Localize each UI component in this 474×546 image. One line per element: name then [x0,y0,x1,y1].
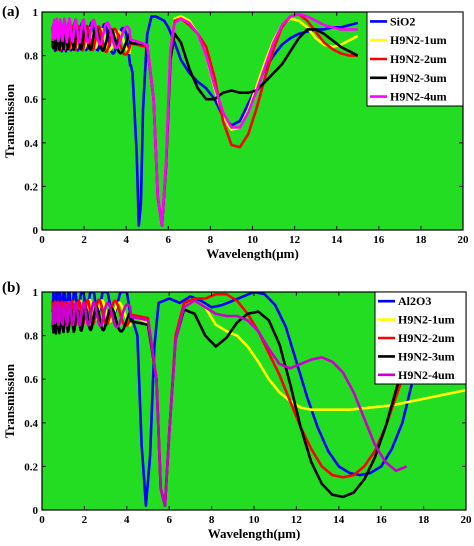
x-tick-label: 14 [333,514,345,526]
x-tick-label: 16 [373,234,385,246]
x-tick-label: 0 [39,514,45,526]
series-line-h9n2-1um [52,298,466,507]
x-tick-label: 12 [289,234,301,246]
x-tick-label: 4 [123,234,129,246]
y-tick-label: 1 [33,7,39,19]
series-line-h9n2-2um [51,292,436,507]
chart-panel-b: 0 2 4 6 8 10 12 14 16 18 20 0 0.2 0.4 0.6 0.8 1 Wavelengt… [2,280,472,541]
legend-entry: SiO2 [390,14,415,28]
y-axis-label: Transmission [2,363,17,438]
x-axis-label: Wavelength(μm) [208,526,301,541]
series-line-h9n2-3um [51,298,425,507]
series-line-h9n2-3um [51,25,359,227]
legend: Al2O3 H9N2-1um H9N2-2um H9N2-3um H9N2-4um [374,291,467,385]
x-tick-label: 6 [166,514,172,526]
x-tick-label: 8 [208,234,214,246]
x-tick-label: 4 [124,514,130,526]
legend-entry: H9N2-4um [398,368,455,382]
x-axis-label: Wavelength(μm) [206,246,299,261]
chart-panel-a: 0 2 4 6 8 10 12 14 16 18 20 0 0.2 0.4 0.6 0.8 1 Wavelengt… [2,4,469,261]
legend-entry: Al2O3 [398,294,431,308]
series-group [51,12,359,227]
series-line-h9n2-4um [51,299,408,507]
legend-entry: H9N2-2um [390,52,447,66]
series-line-h9n2-2um [51,12,359,227]
x-tick-label: 12 [291,514,303,526]
legend-entry: H9N2-1um [390,33,447,47]
x-tick-label: 6 [166,234,172,246]
panel-label: (b) [2,280,20,296]
y-tick-label: 0.2 [24,461,38,473]
y-tick-label: 0.8 [24,331,38,343]
x-tick-label: 10 [247,234,259,246]
series-line-h9n2-4um [51,12,359,227]
y-tick-label: 0.4 [24,418,38,430]
y-tick-label: 0.6 [24,94,38,106]
y-tick-label: 0.2 [24,181,38,193]
x-tick-label: 20 [458,234,470,246]
legend-entry: H9N2-3um [398,349,455,363]
y-tick-label: 0.6 [24,374,38,386]
y-tick-label: 0.4 [24,138,38,150]
y-axis-label: Transmission [2,83,17,158]
panel-label: (a) [2,4,20,20]
series-group [51,292,466,507]
legend-entry: H9N2-1um [398,313,455,327]
y-tick-label: 0 [33,505,39,517]
legend-entry: H9N2-2um [398,331,455,345]
y-tick-label: 0 [33,225,39,237]
x-tick-label: 8 [209,514,215,526]
x-tick-label: 16 [376,514,388,526]
x-tick-label: 2 [82,514,88,526]
y-tick-label: 1 [33,287,39,299]
legend: SiO2 H9N2-1um H9N2-2um H9N2-3um H9N2-4um [366,11,464,107]
y-tick-label: 0.8 [24,51,38,63]
x-tick-label: 18 [415,234,427,246]
legend-entry: H9N2-4um [390,90,447,104]
x-tick-label: 2 [81,234,87,246]
x-tick-label: 10 [249,514,261,526]
legend-entry: H9N2-3um [390,71,447,85]
x-tick-label: 0 [39,234,45,246]
x-tick-label: 14 [331,234,343,246]
x-tick-label: 18 [418,514,430,526]
series-line-sio2 [51,15,359,227]
x-tick-label: 20 [461,514,473,526]
series-line-al2o3 [51,292,436,507]
